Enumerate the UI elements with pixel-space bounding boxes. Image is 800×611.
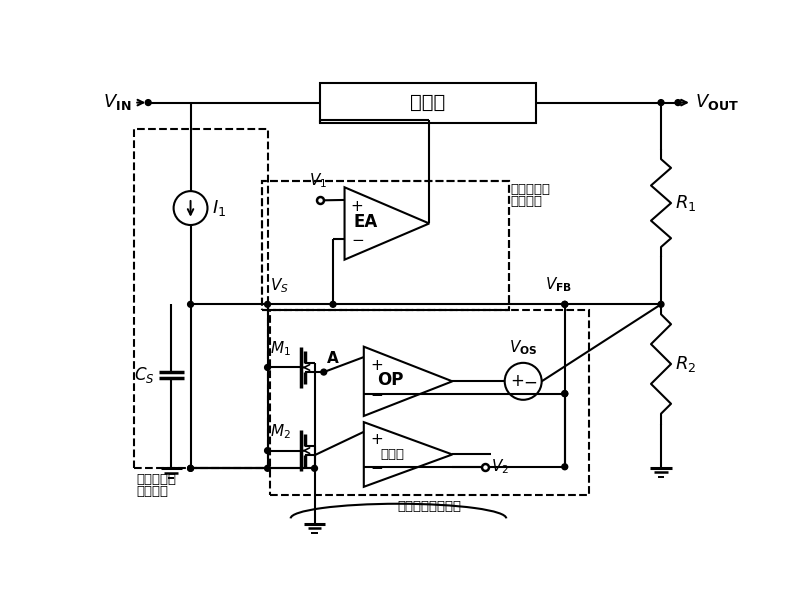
- Circle shape: [146, 100, 151, 106]
- Bar: [134, 129, 267, 468]
- Circle shape: [562, 390, 568, 397]
- Text: 调节器: 调节器: [410, 93, 446, 112]
- Text: $-$: $-$: [370, 459, 383, 474]
- Text: 软启动信号: 软启动信号: [510, 183, 550, 196]
- Circle shape: [188, 466, 194, 471]
- Text: 输出电压监测电路: 输出电压监测电路: [398, 500, 462, 513]
- Text: $V_{\mathregular{OUT}}$: $V_{\mathregular{OUT}}$: [695, 92, 738, 112]
- Text: OP: OP: [378, 371, 404, 389]
- Text: $-$: $-$: [350, 232, 364, 246]
- Text: EA: EA: [354, 213, 378, 231]
- Text: $V_2$: $V_2$: [491, 458, 509, 476]
- Circle shape: [311, 466, 318, 471]
- Text: $-$: $-$: [370, 386, 383, 401]
- Circle shape: [188, 466, 194, 471]
- Text: +: +: [370, 359, 382, 373]
- Circle shape: [265, 448, 270, 453]
- Text: +: +: [350, 199, 363, 214]
- Text: $R_2$: $R_2$: [675, 354, 696, 374]
- Circle shape: [562, 464, 568, 470]
- Text: $V_S$: $V_S$: [270, 276, 289, 295]
- Circle shape: [265, 365, 270, 370]
- Text: A: A: [327, 351, 338, 366]
- Text: +: +: [370, 431, 382, 447]
- Circle shape: [658, 100, 664, 106]
- Text: $C_S$: $C_S$: [134, 365, 154, 385]
- Circle shape: [265, 466, 270, 471]
- Text: $V_1$: $V_1$: [310, 171, 327, 189]
- Bar: [262, 181, 509, 310]
- Text: 比较器: 比较器: [381, 448, 405, 461]
- Circle shape: [188, 301, 194, 307]
- Circle shape: [562, 301, 568, 307]
- Circle shape: [265, 301, 270, 307]
- Text: $I_1$: $I_1$: [212, 198, 226, 218]
- Text: $V_{\mathregular{OS}}$: $V_{\mathregular{OS}}$: [509, 338, 538, 357]
- Circle shape: [562, 390, 568, 397]
- Text: $-$: $-$: [523, 372, 537, 390]
- Text: $M_1$: $M_1$: [270, 339, 290, 357]
- Text: 产生电路: 产生电路: [136, 485, 168, 498]
- Text: $V_{\mathregular{FB}}$: $V_{\mathregular{FB}}$: [545, 275, 572, 293]
- Circle shape: [321, 369, 326, 375]
- Text: $V_{\mathregular{IN}}$: $V_{\mathregular{IN}}$: [103, 92, 131, 112]
- Bar: [320, 82, 535, 123]
- Text: $M_2$: $M_2$: [270, 422, 290, 441]
- Text: +: +: [510, 372, 524, 390]
- Text: 箝位电路: 箝位电路: [510, 195, 542, 208]
- Bar: [262, 181, 509, 310]
- Bar: [270, 310, 590, 496]
- Text: 软启动信号: 软启动信号: [136, 473, 176, 486]
- Circle shape: [330, 301, 336, 307]
- Circle shape: [658, 301, 664, 307]
- Circle shape: [675, 100, 681, 106]
- Circle shape: [562, 301, 568, 307]
- Text: $R_1$: $R_1$: [675, 193, 696, 213]
